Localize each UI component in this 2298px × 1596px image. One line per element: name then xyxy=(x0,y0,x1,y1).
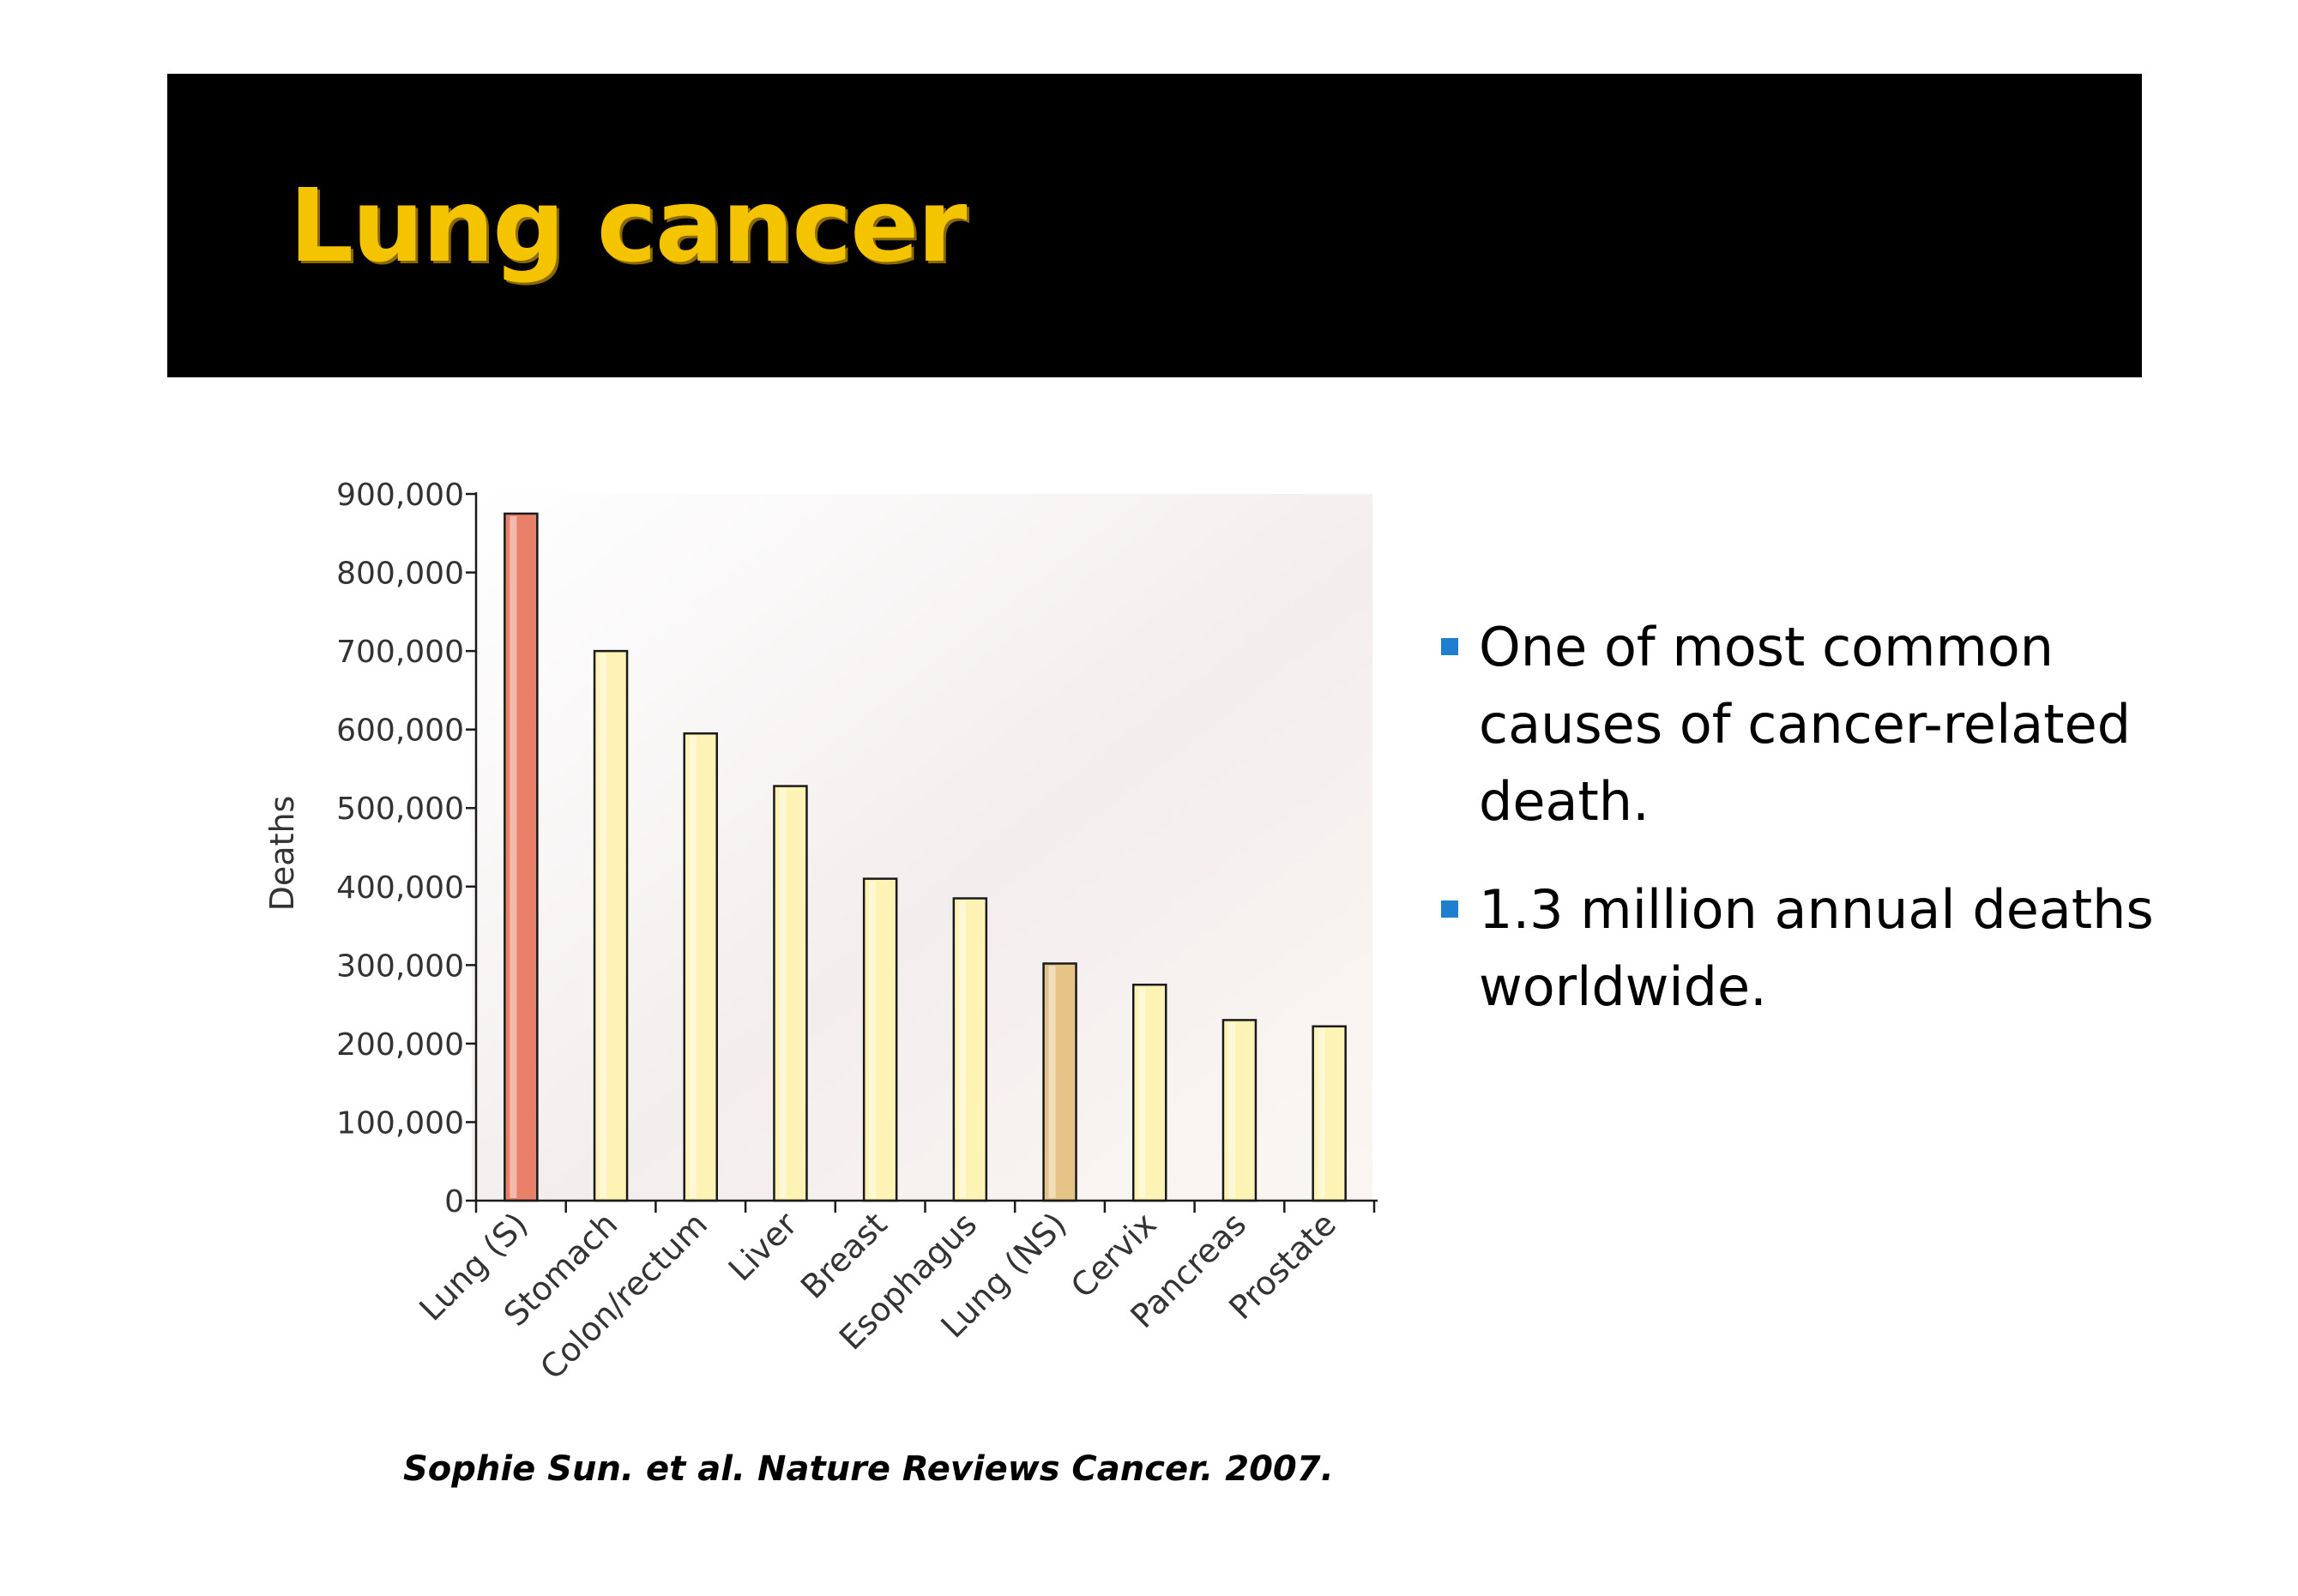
y-tick-label: 0 xyxy=(444,1184,464,1220)
deaths-bar-chart: 0 100,000 200,000 300,000 400,000 500,000 600,… xyxy=(263,478,1378,1387)
y-tick-label: 900,000 xyxy=(336,478,464,513)
slide-title: Lung cancer xyxy=(289,166,968,285)
bar-highlight xyxy=(1227,1022,1235,1198)
bar-highlight xyxy=(689,736,697,1198)
bar-liver xyxy=(773,785,808,1202)
bar-lung-s xyxy=(504,512,539,1202)
title-bar: Lung cancer xyxy=(167,74,2142,377)
bar-highlight xyxy=(1048,966,1056,1198)
bullet-list: One of most common causes of cancer-rela… xyxy=(1441,609,2213,1057)
bullet-text-2: 1.3 million annual deaths worldwide. xyxy=(1479,878,2154,1018)
bar-prostate xyxy=(1312,1025,1347,1202)
bar-highlight xyxy=(958,900,966,1198)
bar-highlight xyxy=(600,653,607,1198)
y-tick-label: 200,000 xyxy=(336,1027,464,1063)
y-axis-label: Deaths xyxy=(263,796,301,912)
y-tick-label: 600,000 xyxy=(336,714,464,749)
bar-stomach xyxy=(593,649,629,1202)
bar-highlight xyxy=(1138,987,1146,1198)
bar-breast xyxy=(862,877,898,1202)
bar-highlight xyxy=(510,515,517,1198)
y-tick-label: 100,000 xyxy=(336,1105,464,1141)
bar-highlight xyxy=(869,881,877,1198)
bar-pancreas xyxy=(1221,1019,1258,1202)
bullet-text-1: One of most common causes of cancer-rela… xyxy=(1479,616,2132,833)
bullet-item-1: One of most common causes of cancer-rela… xyxy=(1441,609,2213,840)
y-tick-label: 300,000 xyxy=(336,949,464,984)
bar-lung-ns xyxy=(1042,962,1077,1202)
bar-highlight xyxy=(779,788,787,1198)
x-tick-label: Liver xyxy=(721,1205,805,1288)
citation: Sophie Sun. et al. Nature Reviews Cancer… xyxy=(403,1449,1334,1489)
bar-esophagus xyxy=(952,897,988,1202)
bar-highlight xyxy=(1318,1028,1325,1198)
y-tick-label: 500,000 xyxy=(336,792,464,827)
square-bullet-icon xyxy=(1441,900,1458,918)
y-tick-label: 400,000 xyxy=(336,870,464,906)
y-tick-label: 700,000 xyxy=(336,635,464,670)
square-bullet-icon xyxy=(1441,638,1458,655)
bar-colon-rectum xyxy=(683,732,718,1202)
bullet-item-2: 1.3 million annual deaths worldwide. xyxy=(1441,871,2213,1026)
y-tick-label: 800,000 xyxy=(336,557,464,592)
bar-cervix xyxy=(1132,983,1167,1202)
